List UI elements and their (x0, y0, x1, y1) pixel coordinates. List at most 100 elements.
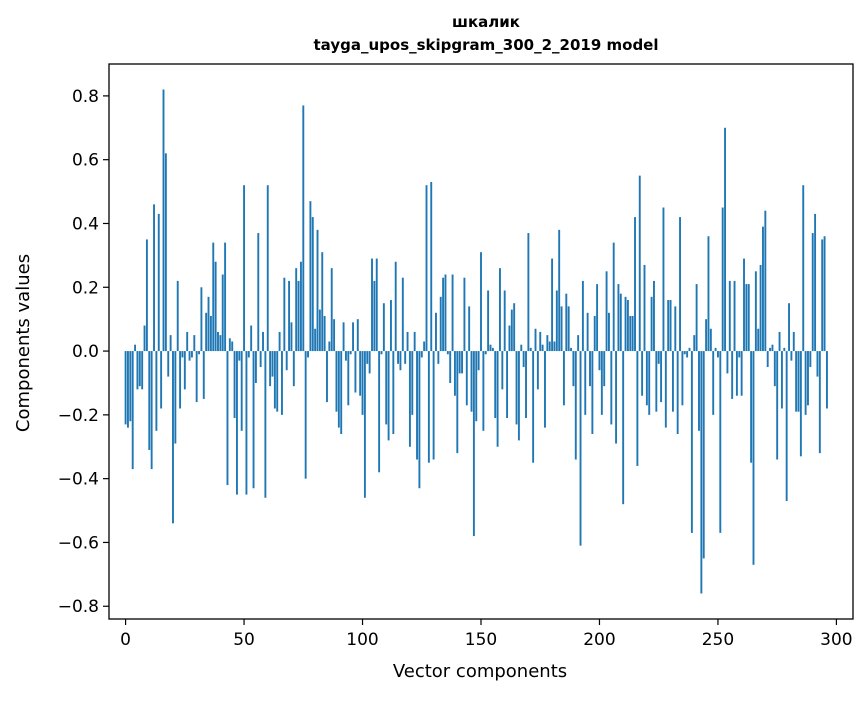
bar (520, 344, 523, 352)
bar (475, 351, 478, 422)
bar (153, 204, 155, 352)
bar (544, 351, 546, 428)
bar (252, 351, 255, 489)
bar (200, 287, 203, 352)
y-tick-label: 0.0 (72, 342, 99, 362)
bar (335, 351, 338, 412)
bar (811, 233, 814, 352)
bar (650, 296, 653, 352)
y-tick-label: −0.8 (58, 597, 99, 617)
bar (814, 213, 817, 352)
bar (752, 351, 755, 565)
bar (285, 351, 288, 371)
bar (674, 306, 677, 352)
bar (209, 315, 212, 352)
bar (302, 105, 305, 352)
bar (567, 306, 570, 352)
bar (361, 351, 364, 415)
bar (150, 351, 153, 470)
bar (174, 351, 177, 444)
bar (572, 351, 575, 387)
bar (532, 351, 535, 463)
bar (477, 351, 480, 371)
bar (615, 351, 618, 444)
bar (591, 351, 594, 434)
bar (799, 351, 802, 457)
bar (172, 351, 174, 524)
y-tick-label: 0.4 (72, 214, 99, 234)
bar (728, 280, 731, 352)
bar (328, 341, 331, 352)
bar (437, 351, 440, 364)
bar (309, 201, 312, 352)
bar (499, 268, 501, 352)
bar (721, 207, 724, 352)
bar (333, 319, 336, 352)
bar (219, 335, 222, 352)
bar (750, 351, 753, 463)
bar (162, 89, 165, 352)
bar (401, 277, 404, 352)
y-tick-label: 0.6 (72, 151, 99, 171)
ticks-layer: 0 50 100 150 200 250 300 −0.8 −0.6 −0.4 −0.2 0.0 0.2… (58, 87, 853, 650)
bar (418, 351, 421, 489)
bar (337, 351, 340, 428)
bar (517, 351, 520, 441)
bar (508, 325, 511, 352)
bar (529, 347, 532, 352)
bar (468, 306, 471, 352)
bar (281, 351, 283, 415)
bar (276, 351, 279, 412)
bar (735, 351, 738, 396)
bar (326, 351, 328, 403)
bar (629, 315, 632, 352)
bar (188, 351, 191, 361)
bar (740, 351, 743, 396)
bar (238, 351, 241, 361)
bar (458, 351, 461, 374)
bar (314, 328, 317, 352)
bar (342, 322, 345, 352)
bar (551, 258, 554, 352)
bar (250, 325, 253, 352)
bar (709, 328, 712, 352)
bar (603, 351, 606, 387)
bar (788, 303, 790, 352)
bar (823, 236, 826, 352)
bar (655, 351, 658, 412)
bar (207, 296, 210, 352)
bar (297, 280, 300, 352)
bar (622, 351, 625, 505)
bar (584, 351, 587, 415)
bar (792, 331, 795, 352)
bar (608, 312, 610, 352)
chart-title: шкалик (452, 13, 520, 31)
bar (809, 351, 812, 368)
bar (705, 319, 708, 352)
bar (593, 315, 596, 352)
bar (186, 331, 189, 352)
x-tick-label: 200 (583, 630, 615, 650)
bar (155, 351, 158, 431)
bar (307, 351, 309, 358)
bar (513, 303, 516, 352)
bar (323, 315, 326, 352)
bar (347, 351, 350, 406)
bar (484, 351, 487, 355)
bar (719, 351, 722, 533)
bar (489, 344, 492, 352)
bar (273, 351, 276, 409)
bar (449, 351, 452, 383)
bar (589, 351, 591, 387)
plot-frame (108, 63, 854, 620)
bar (754, 271, 757, 352)
bar (148, 351, 151, 450)
bar (283, 277, 286, 352)
bar (515, 351, 518, 425)
bar (378, 351, 381, 473)
bar (683, 351, 686, 355)
bar (169, 335, 172, 352)
bar (804, 351, 807, 415)
bar (525, 351, 527, 419)
